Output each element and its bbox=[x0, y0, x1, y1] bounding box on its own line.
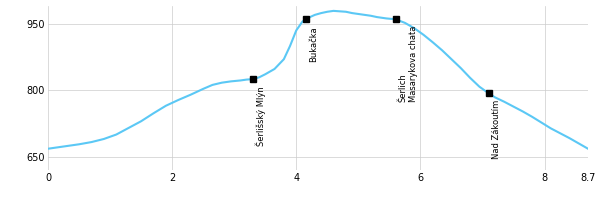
Text: Bukačka: Bukačka bbox=[308, 26, 317, 62]
Text: Nad Zákoutím: Nad Zákoutím bbox=[492, 100, 501, 159]
Text: Šerlich
Masarykova chata: Šerlich Masarykova chata bbox=[398, 26, 418, 102]
Text: Šerlišský Mlýn: Šerlišský Mlýn bbox=[256, 86, 266, 146]
